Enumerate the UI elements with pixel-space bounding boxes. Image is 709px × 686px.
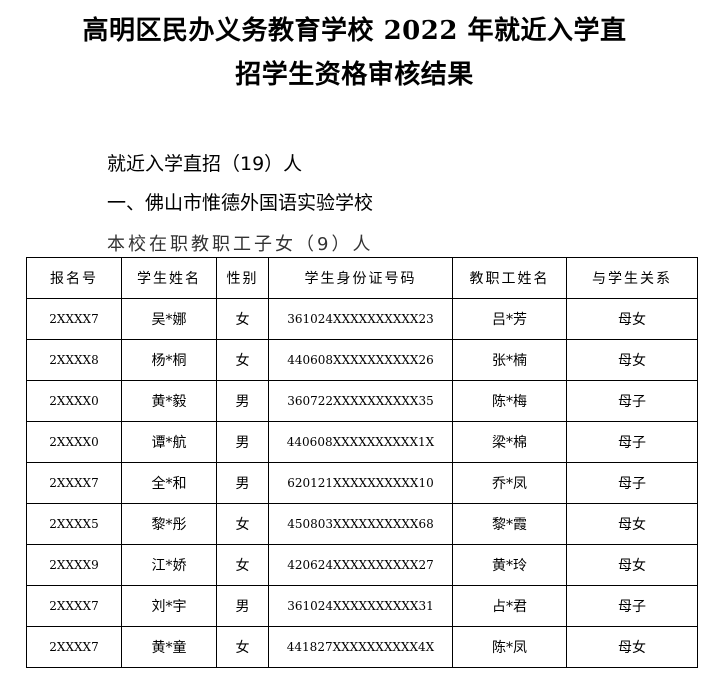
table-cell: 女 <box>216 339 269 381</box>
column-header: 教职工姓名 <box>452 257 567 299</box>
table-cell: 梁*棉 <box>452 421 567 463</box>
table-cell: 江*娇 <box>121 544 217 586</box>
doc-title-line1: 高明区民办义务教育学校 2022 年就近入学直 <box>82 16 627 46</box>
table-cell: 男 <box>216 380 269 422</box>
table-cell: 女 <box>216 626 269 668</box>
table-cell: 陈*凤 <box>452 626 567 668</box>
table-row: 2XXXX0 黄*毅男 360722XXXXXXXXXX35 陈*梅 母子 <box>26 380 698 422</box>
table-cell: 母女 <box>566 339 698 381</box>
table-cell: 吴*娜 <box>121 298 217 340</box>
column-header: 学生姓名 <box>121 257 217 299</box>
column-header: 与学生关系 <box>566 257 698 299</box>
table-cell: 黄*毅 <box>121 380 217 422</box>
table-row: 2XXXX7 黄*童女 441827XXXXXXXXXX4X 陈*凤 母女 <box>26 626 698 668</box>
table-cell: 2XXXX7 <box>26 298 122 340</box>
table-cell: 母女 <box>566 503 698 545</box>
table-cell: 母子 <box>566 462 698 504</box>
table-cell: 全*和 <box>121 462 217 504</box>
table-header-row: 报名号 学生姓名 性别 学生身份证号码 教职工姓名 与学生关系 <box>26 257 698 299</box>
table-row: 2XXXX7 全*和男 620121XXXXXXXXXX10 乔*凤 母子 <box>26 462 698 504</box>
school-heading: 一、佛山市惟德外国语实验学校 <box>107 192 374 214</box>
table-cell: 440608XXXXXXXXXX26 <box>268 339 453 381</box>
table-cell: 360722XXXXXXXXXX35 <box>268 380 453 422</box>
table-cell: 2XXXX7 <box>26 585 122 627</box>
column-header: 性别 <box>216 257 269 299</box>
table-row: 2XXXX7 吴*娜女 361024XXXXXXXXXX23 吕*芳 母女 <box>26 298 698 340</box>
table-cell: 440608XXXXXXXXXX1X <box>268 421 453 463</box>
table-cell: 黄*玲 <box>452 544 567 586</box>
doc-title-line2: 招学生资格审核结果 <box>235 60 474 90</box>
table-cell: 母子 <box>566 421 698 463</box>
table-cell: 2XXXX9 <box>26 544 122 586</box>
table-cell: 女 <box>216 544 269 586</box>
table-cell: 450803XXXXXXXXXX68 <box>268 503 453 545</box>
table-cell: 母子 <box>566 380 698 422</box>
table-cell: 占*君 <box>452 585 567 627</box>
table-cell: 2XXXX8 <box>26 339 122 381</box>
table-cell: 乔*凤 <box>452 462 567 504</box>
table-row: 2XXXX5 黎*彤女 450803XXXXXXXXXX68 黎*霞 母女 <box>26 503 698 545</box>
table-row: 2XXXX0 谭*航男 440608XXXXXXXXXX1X 梁*棉 母子 <box>26 421 698 463</box>
table-cell: 2XXXX7 <box>26 462 122 504</box>
table-cell: 男 <box>216 585 269 627</box>
table-cell: 母女 <box>566 544 698 586</box>
table-row: 2XXXX8 杨*桐女 440608XXXXXXXXXX26 张*楠 母女 <box>26 339 698 381</box>
table-cell: 谭*航 <box>121 421 217 463</box>
table-cell: 2XXXX7 <box>26 626 122 668</box>
table-cell: 黎*彤 <box>121 503 217 545</box>
table-cell: 黄*童 <box>121 626 217 668</box>
table-cell: 2XXXX5 <box>26 503 122 545</box>
table-cell: 张*楠 <box>452 339 567 381</box>
table-cell: 女 <box>216 298 269 340</box>
table-row: 2XXXX7 刘*宇男 361024XXXXXXXXXX31 占*君 母子 <box>26 585 698 627</box>
table-cell: 男 <box>216 421 269 463</box>
table-cell: 2XXXX0 <box>26 380 122 422</box>
table-cell: 男 <box>216 462 269 504</box>
table-cell: 黎*霞 <box>452 503 567 545</box>
table-cell: 361024XXXXXXXXXX23 <box>268 298 453 340</box>
table-cell: 刘*宇 <box>121 585 217 627</box>
table-row: 2XXXX9 江*娇女 420624XXXXXXXXXX27 黄*玲 母女 <box>26 544 698 586</box>
table-cell: 2XXXX0 <box>26 421 122 463</box>
table-cell: 母女 <box>566 298 698 340</box>
section-heading: 就近入学直招（19）人 <box>107 153 303 175</box>
results-table: 报名号 学生姓名 性别 学生身份证号码 教职工姓名 与学生关系 2XXXX7 吴*娜女 361… <box>26 257 698 668</box>
column-header: 学生身份证号码 <box>268 257 453 299</box>
table-cell: 420624XXXXXXXXXX27 <box>268 544 453 586</box>
table-cell: 陈*梅 <box>452 380 567 422</box>
table-cell: 361024XXXXXXXXXX31 <box>268 585 453 627</box>
column-header: 报名号 <box>26 257 122 299</box>
category-heading: 本校在职教职工子女（9）人 <box>107 234 374 255</box>
table-cell: 吕*芳 <box>452 298 567 340</box>
table-cell: 女 <box>216 503 269 545</box>
table-cell: 母女 <box>566 626 698 668</box>
table-cell: 母子 <box>566 585 698 627</box>
table-cell: 杨*桐 <box>121 339 217 381</box>
table-cell: 620121XXXXXXXXXX10 <box>268 462 453 504</box>
table-cell: 441827XXXXXXXXXX4X <box>268 626 453 668</box>
